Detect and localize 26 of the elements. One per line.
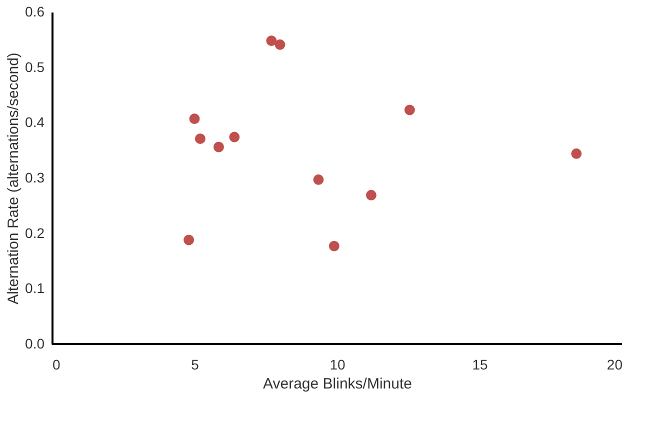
y-tick-label: 0.3 [25,170,45,186]
x-tick-label: 5 [191,356,200,372]
x-tick-label: 0 [52,356,60,372]
y-tick-label: 0.1 [25,280,45,296]
y-tick-label: 0.0 [25,336,45,352]
point [189,114,200,124]
x-tick-label: 20 [606,356,623,372]
point [213,142,224,152]
y-tick-label: 0.4 [25,114,45,130]
point [571,148,582,159]
point [313,174,324,185]
x-tick-label: 10 [330,356,346,372]
point [274,39,286,50]
point [404,104,415,116]
y-tick-label: 0.5 [25,58,45,75]
point [328,240,340,252]
point [266,36,277,46]
point [194,133,206,144]
x-axis-title: Average Blinks/Minute [263,376,412,392]
point [229,132,240,142]
y-tick-label: 0.6 [25,4,45,20]
point [366,190,376,200]
y-tick-label: 0.2 [25,224,45,241]
point [184,234,194,246]
x-tick-label: 15 [472,356,488,372]
y-axis-title: Alternation Rate (alternations/second) [5,52,22,304]
